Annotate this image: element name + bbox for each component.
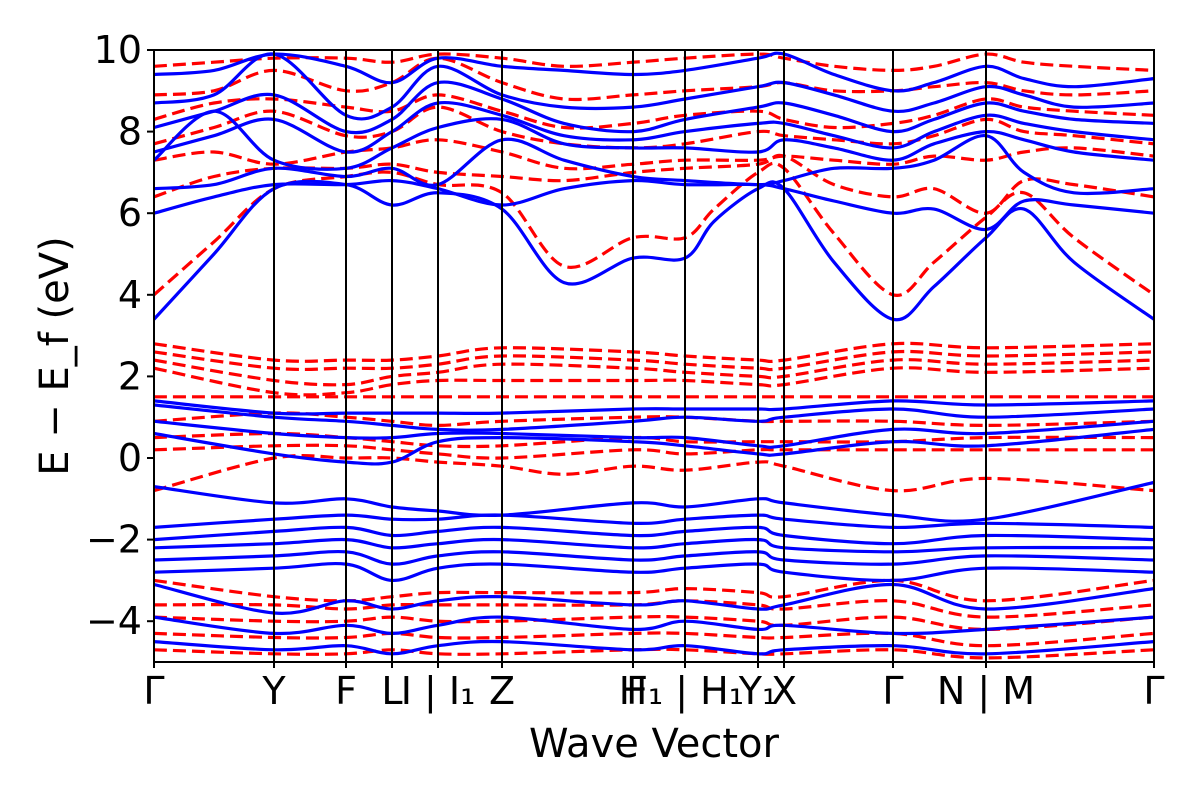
x-tick-label: H [619,669,648,713]
spin-down-band-20 [154,631,1154,648]
x-tick-label: Γ [1143,669,1164,713]
y-tick-label: 8 [118,110,142,154]
x-tick-label: Γ [882,669,903,713]
spin-up-band-13 [154,480,1154,523]
spin-down-band-3 [154,138,1154,171]
y-tick-label: 4 [118,273,142,317]
spin-up-band-20 [154,615,1154,636]
x-tick-label: X [771,669,797,713]
spin-up-band-19 [154,582,1154,615]
y-tick-label: 10 [94,28,142,72]
x-axis-title: Wave Vector [529,721,780,767]
spin-down-band-6 [154,56,1154,102]
spin-down-band-17 [154,578,1154,603]
x-tick-label: Y [261,669,286,713]
spin-down-band-8 [154,341,1154,364]
y-tick-label: 0 [118,436,142,480]
y-tick-label: 2 [118,354,142,398]
x-tick-label: F [335,669,357,713]
spin-up-band-17 [154,549,1154,566]
y-tick-label: 6 [118,191,142,235]
x-tick-label: Y₁ [738,669,777,713]
spin-up-band-18 [154,562,1154,583]
x-tick-label: Z [489,669,515,713]
spin-up-band-21 [154,639,1154,656]
plot-frame [153,49,1155,663]
x-tick-label: I | I₁ [401,669,476,714]
y-axis-title: E − E_f (eV) [32,236,78,475]
x-tick-label: F₁ | H₁ [626,669,744,714]
spin-down-band-16 [154,454,1154,493]
high-symmetry-lines [273,50,987,662]
y-axis-ticks: −4 −2 0 2 4 6 8 10 [86,28,154,643]
spin-up-band-1 [154,179,1154,322]
spin-up-band-16 [154,537,1154,554]
x-tick-label: Γ [143,669,164,713]
x-tick-label: L [381,669,402,713]
spin-up-band-2 [154,178,1154,232]
y-tick-label: −4 [86,599,142,643]
x-tick-label: N | M [937,669,1035,714]
spin-up-band-9 [154,399,1154,416]
spin-down-band-11 [154,366,1154,397]
y-tick-label: −2 [86,518,142,562]
